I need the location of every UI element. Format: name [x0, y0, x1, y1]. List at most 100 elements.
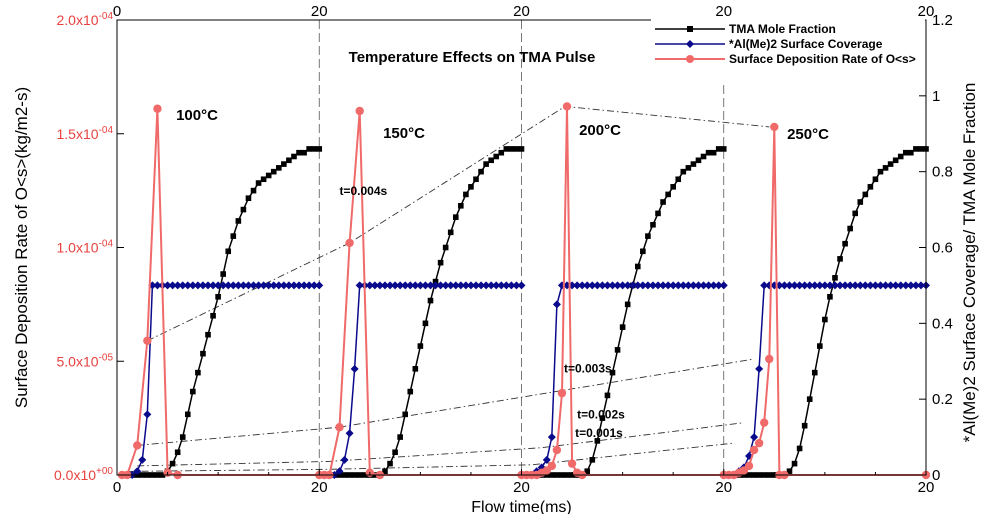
data-point: [660, 199, 666, 205]
data-point: [780, 281, 789, 290]
data-point: [901, 281, 910, 290]
data-point: [471, 281, 480, 290]
data-point: [190, 388, 196, 395]
data-point: [830, 281, 839, 290]
data-point: [478, 168, 484, 175]
data-point: [466, 281, 475, 290]
data-point: [229, 281, 238, 290]
data-point: [239, 281, 248, 290]
data-point: [892, 157, 899, 164]
legend-entry: *Al(Me)2 Surface Coverage: [729, 37, 883, 51]
data-point: [659, 281, 668, 290]
data-point: [645, 233, 651, 239]
data-point: [699, 281, 708, 290]
data-point: [908, 149, 914, 156]
legend-box: [651, 16, 925, 84]
data-point: [573, 281, 582, 290]
data-point: [412, 366, 419, 372]
x-tick-label-bottom: 20: [715, 479, 732, 496]
data-point: [436, 281, 445, 290]
data-point: [846, 281, 855, 290]
data-point: [260, 176, 267, 183]
data-point: [507, 281, 516, 290]
data-point: [173, 281, 182, 290]
data-point: [513, 146, 520, 152]
data-point: [335, 423, 344, 432]
data-point: [365, 281, 374, 290]
data-point: [664, 281, 673, 290]
data-point: [143, 336, 152, 345]
data-point: [316, 146, 323, 152]
data-point: [685, 165, 692, 171]
data-point: [295, 281, 304, 290]
data-point: [512, 281, 521, 290]
data-point: [694, 281, 703, 290]
data-point: [684, 281, 693, 290]
data-point: [451, 281, 460, 290]
data-point: [542, 455, 551, 464]
data-point: [714, 281, 723, 290]
data-point: [375, 281, 384, 290]
data-point: [680, 168, 687, 175]
data-point: [220, 271, 226, 277]
data-point: [613, 281, 622, 290]
data-point: [518, 146, 525, 152]
annotation-label: t=0.004s: [339, 184, 387, 198]
data-point: [284, 281, 293, 290]
data-point: [650, 221, 656, 228]
data-point: [492, 281, 501, 290]
data-point: [143, 410, 152, 419]
data-point: [906, 281, 915, 290]
data-point: [801, 422, 808, 429]
data-point: [608, 281, 617, 290]
y-right-axis-label: *Al(Me)2 Surface Coverage/ TMA Mole Frac…: [960, 83, 979, 443]
data-point: [902, 149, 909, 156]
data-point: [441, 281, 450, 290]
data-point: [786, 468, 793, 475]
data-point: [168, 281, 177, 290]
data-point: [881, 281, 890, 290]
data-point: [153, 281, 162, 290]
data-point: [397, 434, 403, 440]
data-point: [760, 418, 769, 427]
data-point: [265, 172, 272, 179]
data-point: [633, 281, 642, 290]
data-point: [250, 187, 257, 194]
trend-lines: [127, 105, 770, 472]
data-point: [886, 281, 895, 290]
data-point: [461, 281, 470, 290]
panel-label: 250°C: [787, 126, 829, 143]
data-point: [851, 281, 860, 290]
data-point: [210, 312, 216, 319]
data-point: [820, 281, 829, 290]
data-point: [493, 153, 500, 160]
x-tick-label-bottom: 0: [113, 479, 121, 496]
data-point: [614, 347, 621, 353]
y-right-tick-label: 0.8: [932, 164, 953, 181]
data-point: [133, 441, 142, 450]
data-point: [487, 281, 496, 290]
data-point: [872, 176, 879, 183]
y-left-tick-label: 1.0x10-04: [57, 239, 114, 256]
data-point: [286, 157, 292, 164]
data-point: [421, 281, 430, 290]
data-point: [281, 161, 287, 167]
legend-marker: [687, 26, 693, 32]
data-point: [209, 281, 218, 290]
data-point: [871, 281, 880, 290]
data-point: [604, 392, 611, 399]
data-point: [452, 214, 459, 220]
data-point: [634, 263, 641, 270]
data-point: [796, 445, 803, 452]
data-point: [841, 281, 850, 290]
data-point: [198, 281, 207, 290]
data-point: [335, 467, 344, 476]
data-point: [557, 388, 567, 398]
data-point: [386, 281, 395, 290]
data-point: [603, 281, 612, 290]
data-point: [619, 324, 626, 330]
data-point: [810, 281, 819, 290]
panel-label: 200°C: [579, 122, 621, 139]
data-point: [205, 331, 211, 338]
data-point: [765, 354, 774, 364]
